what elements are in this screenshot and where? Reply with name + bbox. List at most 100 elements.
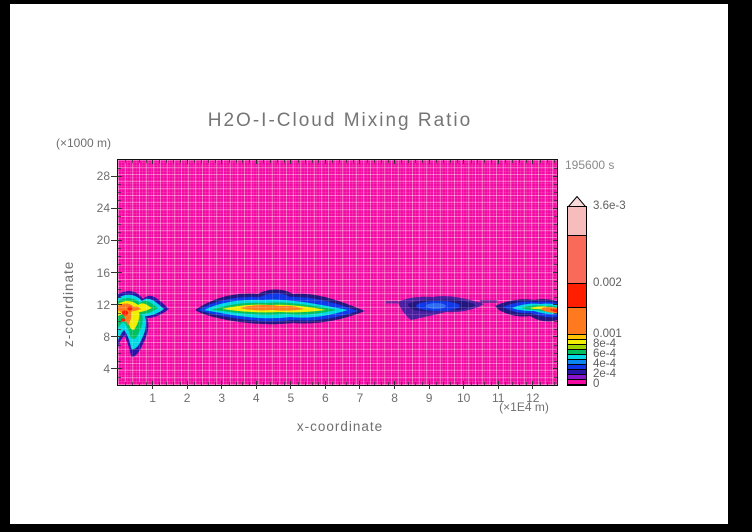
x-minor-tick-top [194, 160, 196, 163]
colorbar-segment [568, 236, 586, 284]
x-minor-tick [346, 382, 348, 385]
x-axis-unit: (×1E4 m) [499, 400, 549, 414]
x-minor-tick-top [436, 160, 438, 163]
z-major-tick-right [553, 207, 557, 209]
colorbar-label: 4e-4 [593, 358, 617, 370]
x-minor-tick-top [449, 160, 451, 163]
x-minor-tick-top [518, 160, 520, 163]
x-tick-label: 8 [391, 391, 398, 405]
z-major-tick [111, 207, 118, 209]
x-major-tick-top [186, 160, 188, 164]
z-major-tick-in [118, 175, 122, 177]
x-minor-tick [145, 382, 147, 385]
x-minor-tick [339, 382, 341, 385]
cloud-field [118, 289, 557, 357]
colorbar-label: 0 [593, 378, 600, 390]
x-minor-tick [512, 382, 514, 385]
x-minor-tick-top [366, 160, 368, 163]
colorbar-segment [568, 370, 586, 375]
z-minor-tick-right [554, 232, 557, 234]
z-major-tick-right [553, 304, 557, 306]
x-minor-tick [235, 382, 237, 385]
x-minor-tick-top [456, 160, 458, 163]
x-minor-tick [270, 382, 272, 385]
z-tick-label: 24 [96, 201, 110, 216]
x-minor-tick [401, 382, 403, 385]
z-minor-tick-right [554, 320, 557, 322]
z-major-tick-right [553, 368, 557, 370]
x-minor-tick [449, 382, 451, 385]
z-tick-label: 20 [96, 233, 110, 248]
x-major-tick-top [152, 160, 154, 164]
x-minor-tick [159, 382, 161, 385]
x-minor-tick-top [525, 160, 527, 163]
x-tick-label: 7 [356, 391, 364, 405]
x-major-tick-top [532, 160, 534, 164]
x-minor-tick [408, 382, 410, 385]
z-minor-tick [118, 264, 121, 266]
x-minor-tick [131, 382, 133, 385]
x-minor-tick-top [373, 160, 375, 163]
x-minor-tick-top [235, 160, 237, 163]
x-minor-tick [194, 382, 196, 385]
z-minor-tick [118, 280, 121, 282]
x-minor-tick-top [318, 160, 320, 163]
z-minor-tick [118, 184, 121, 186]
z-major-tick [111, 336, 118, 338]
z-minor-tick-right [554, 360, 557, 362]
x-minor-tick-top [304, 160, 306, 163]
x-minor-tick [415, 382, 417, 385]
z-tick-label: 4 [103, 361, 110, 376]
x-tick-label: 6 [322, 391, 329, 405]
z-axis-unit: (×1000 m) [56, 136, 112, 150]
x-major-tick-top [221, 160, 223, 164]
streak-right [480, 300, 497, 303]
z-minor-tick-right [554, 168, 557, 170]
x-major-tick [497, 381, 499, 389]
z-minor-tick-right [554, 264, 557, 266]
z-minor-tick [118, 320, 121, 322]
x-minor-tick-top [505, 160, 507, 163]
colorbar-segment [568, 350, 586, 355]
streak-left [386, 301, 398, 304]
x-major-tick-top [359, 160, 361, 164]
colorbar-segment [568, 308, 586, 335]
colorbar-overflow-arrow [568, 196, 586, 207]
x-minor-tick [207, 382, 209, 385]
x-tick-label: 3 [218, 391, 226, 405]
x-tick-label: 11 [492, 391, 505, 405]
x-minor-tick-top [470, 160, 472, 163]
z-minor-tick [118, 328, 121, 330]
x-minor-tick [297, 382, 299, 385]
z-minor-tick-right [554, 328, 557, 330]
z-minor-tick-right [554, 184, 557, 186]
x-major-tick [394, 381, 396, 389]
x-minor-tick [436, 382, 438, 385]
colorbar: 0 2e-4 4e-4 6e-4 8e-4 0.001 0.002 3.6e-3 [567, 196, 626, 390]
x-minor-tick [477, 382, 479, 385]
x-major-tick [428, 381, 430, 389]
x-minor-tick [491, 382, 493, 385]
x-minor-tick [318, 382, 320, 385]
x-minor-tick-top [353, 160, 355, 163]
z-minor-tick [118, 360, 121, 362]
x-major-tick [186, 381, 188, 389]
x-minor-tick-top [131, 160, 133, 163]
z-minor-tick-right [554, 376, 557, 378]
z-major-tick-in [118, 304, 122, 306]
z-major-tick-in [118, 368, 122, 370]
x-minor-tick-top [415, 160, 417, 163]
z-minor-tick-right [554, 280, 557, 282]
z-minor-tick [118, 376, 121, 378]
colorbar-segment [568, 284, 586, 308]
z-major-tick [111, 239, 118, 241]
cloud-1 [118, 291, 169, 357]
x-minor-tick-top [477, 160, 479, 163]
colorbar-segment [568, 360, 586, 365]
z-minor-tick-right [554, 344, 557, 346]
z-major-tick-right [553, 239, 557, 241]
x-minor-tick-top [422, 160, 424, 163]
x-minor-tick-top [346, 160, 348, 163]
x-major-tick [152, 381, 154, 389]
x-major-tick [463, 381, 465, 389]
